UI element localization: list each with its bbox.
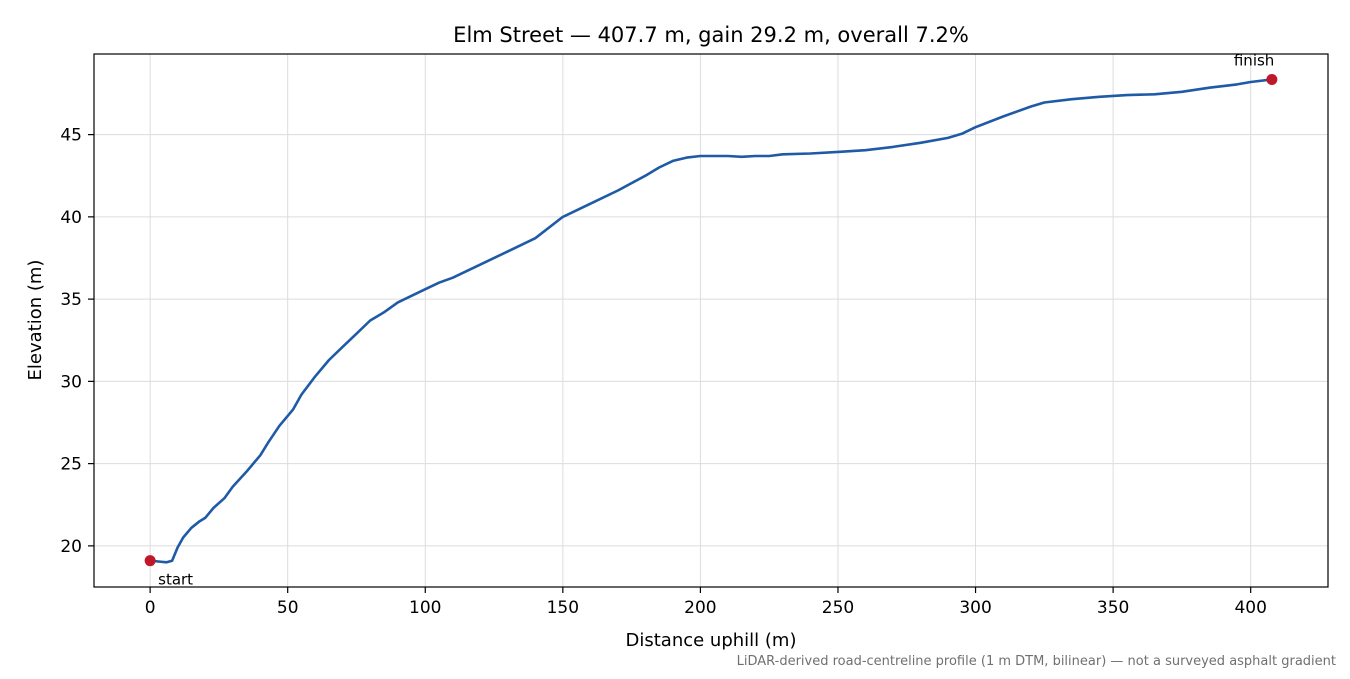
y-tick-label: 25 (60, 455, 82, 475)
x-tick-label: 350 (1097, 598, 1129, 618)
grid-lines (94, 54, 1328, 587)
chart-title: Elm Street — 407.7 m, gain 29.2 m, overa… (453, 23, 969, 47)
marker-layer: start finish (144, 51, 1278, 589)
plot-area-frame (93, 53, 1329, 588)
finish-label: finish (1234, 51, 1274, 69)
x-tick-label: 100 (409, 598, 441, 618)
x-tick-label: 200 (684, 598, 716, 618)
x-tick-label: 300 (959, 598, 991, 618)
y-tick-label: 45 (60, 126, 82, 146)
x-tick-label: 0 (145, 598, 156, 618)
y-tick-label: 30 (60, 372, 82, 392)
elevation-profile-line (148, 78, 1274, 564)
footnote: LiDAR-derived road-centreline profile (1… (737, 654, 1336, 669)
x-tick-label: 400 (1234, 598, 1266, 618)
series-layer (148, 78, 1274, 564)
x-tick-label: 250 (822, 598, 854, 618)
y-axis-ticks: 20 25 30 35 40 45 (60, 126, 94, 557)
start-marker (144, 555, 156, 567)
x-tick-label: 150 (547, 598, 579, 618)
x-tick-label: 50 (277, 598, 299, 618)
y-tick-label: 40 (60, 208, 82, 228)
finish-marker (1266, 73, 1278, 85)
y-tick-label: 35 (60, 290, 82, 310)
start-label: start (158, 571, 193, 589)
x-axis-label: Distance uphill (m) (626, 630, 797, 651)
x-axis-ticks: 0 50 100 150 200 250 300 350 400 (145, 587, 1267, 618)
y-axis-label: Elevation (m) (25, 260, 46, 381)
y-tick-label: 20 (60, 537, 82, 557)
